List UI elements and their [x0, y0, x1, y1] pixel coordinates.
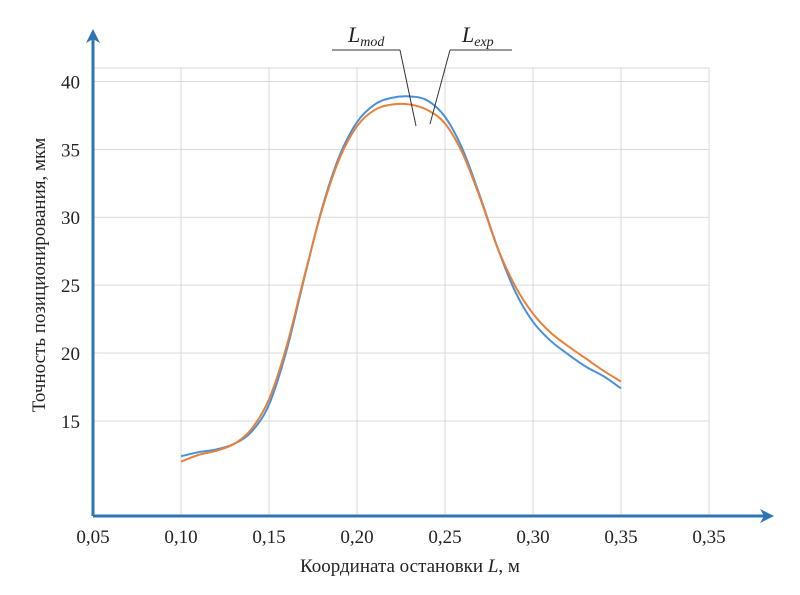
annotation-label-mod-main: L: [347, 22, 360, 47]
x-tick-label-6: 0,35: [604, 527, 637, 548]
annotation-label-exp: Lexp: [461, 22, 494, 50]
y-tick-label-4: 35: [61, 140, 80, 161]
x-axis-title: Координата остановки L, м: [300, 556, 520, 577]
series-line-l-exp: [180, 102, 622, 463]
x-axis-title-var: L: [487, 556, 499, 577]
x-tick-label-4: 0,25: [428, 527, 461, 548]
y-tick-label-2: 25: [61, 276, 80, 297]
annotation-label-exp-main: L: [461, 22, 474, 47]
annotations: Lmod Lexp: [332, 22, 512, 127]
x-tick-label-1: 0,10: [164, 527, 197, 548]
x-tick-label-3: 0,20: [340, 527, 373, 548]
tick-labels: 0,05 0,10 0,15 0,20 0,25 0,30 0,35 0,35 15 20 25 30…: [61, 72, 726, 548]
annotation-leader-mod: [399, 49, 417, 127]
series-line-l-mod: [180, 95, 622, 458]
annotation-leader-exp: [429, 49, 451, 125]
y-axis-title: Точность позиционирования, мкм: [29, 138, 50, 413]
y-tick-label-1: 20: [61, 344, 80, 365]
x-tick-label-5: 0,30: [516, 527, 549, 548]
annotation-label-exp-sub: exp: [474, 35, 493, 50]
x-tick-label-2: 0,15: [252, 527, 285, 548]
x-axis-title-text: Координата остановки: [300, 556, 483, 577]
y-tick-label-0: 15: [61, 412, 80, 433]
annotation-label-mod-sub: mod: [360, 35, 385, 50]
axes: [86, 29, 774, 523]
y-tick-label-3: 30: [61, 208, 80, 229]
x-tick-label-0: 0,05: [76, 527, 109, 548]
annotation-label-mod: Lmod: [347, 22, 385, 50]
x-axis-title-unit: , м: [498, 556, 520, 577]
y-tick-label-5: 40: [61, 72, 80, 93]
series-layer: [180, 95, 622, 463]
x-tick-label-7: 0,35: [692, 527, 725, 548]
grid: [93, 67, 710, 516]
